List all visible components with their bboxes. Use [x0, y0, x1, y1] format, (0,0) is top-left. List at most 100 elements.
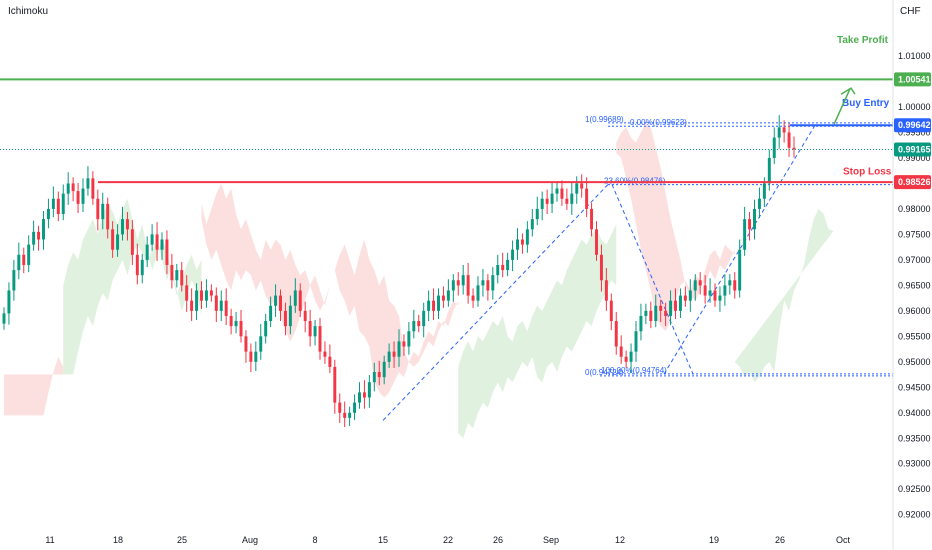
candle-body: [323, 351, 327, 357]
ichimoku-cloud: [4, 122, 834, 439]
fib-label: 1(0.99689): [585, 115, 624, 124]
candle-body: [446, 290, 450, 301]
candle-body: [767, 157, 771, 184]
candle-body: [639, 315, 643, 332]
candle-body: [239, 321, 243, 337]
candle-body: [367, 382, 371, 398]
candle-body: [165, 239, 169, 265]
take-profit-label: Take Profit: [837, 35, 889, 46]
candle-body: [362, 392, 366, 398]
candle-body: [520, 239, 524, 245]
arrow-head-icon: [840, 87, 856, 95]
candle-body: [412, 321, 416, 332]
candle-body: [140, 259, 144, 276]
candle-body: [703, 285, 707, 296]
candle-body: [37, 231, 41, 240]
x-tick-label: Sep: [543, 535, 559, 545]
candle-body: [61, 193, 65, 215]
candle-body: [693, 280, 697, 291]
candle-body: [91, 178, 95, 199]
candle-body: [328, 356, 332, 367]
x-tick-label: Oct: [836, 535, 851, 545]
candle-body: [609, 300, 613, 322]
y-tick-label: 0.93000: [898, 459, 931, 469]
candle-body: [392, 351, 396, 357]
x-tick-label: 12: [615, 535, 625, 545]
candle-body: [160, 239, 164, 250]
candle-body: [46, 208, 50, 220]
candle-body: [204, 290, 208, 301]
candle-body: [535, 208, 539, 220]
candle-body: [264, 321, 268, 337]
candle-body: [96, 198, 100, 220]
candle-body: [674, 300, 677, 311]
indicator-name: Ichimoku: [8, 6, 49, 17]
candle-body: [274, 295, 278, 306]
candle-body: [466, 275, 470, 296]
candle-body: [787, 132, 791, 148]
y-tick-label: 0.94500: [898, 382, 931, 392]
candle-body: [772, 137, 776, 158]
stop-loss-label: Stop Loss: [843, 166, 892, 177]
y-tick-label: 1.01000: [898, 51, 931, 61]
candle-body: [698, 280, 702, 286]
y-tick-label: 0.95500: [898, 331, 931, 341]
trend-line: [382, 184, 609, 421]
candle-body: [649, 310, 653, 322]
candle-body: [481, 280, 485, 286]
candle-body: [121, 219, 124, 235]
buy-entry-tag: [894, 118, 931, 133]
candle-body: [777, 127, 781, 138]
candles: [2, 115, 796, 428]
candle-body: [358, 392, 361, 403]
candle-body: [22, 254, 26, 265]
currency-label: CHF: [900, 6, 921, 17]
candle-body: [76, 191, 80, 204]
candle-body: [234, 321, 238, 327]
stop-loss-tag-text: 0.98526: [898, 177, 931, 187]
candle-body: [402, 341, 406, 347]
candle-body: [501, 264, 505, 271]
candle-body: [575, 183, 579, 194]
cloud-band: [4, 356, 64, 416]
price-levels: Take Profit Buy Entry Stop Loss: [0, 35, 893, 184]
stop-loss-tag: [894, 175, 931, 190]
candle-body: [200, 290, 203, 301]
candle-body: [718, 295, 722, 301]
x-tick-label: Aug: [242, 535, 258, 545]
candle-body: [224, 300, 228, 316]
candle-body: [111, 229, 115, 250]
candle-body: [708, 290, 712, 296]
candle-body: [244, 336, 248, 352]
fib-label: 100.00%(0.94764): [601, 366, 667, 375]
candle-body: [56, 198, 60, 215]
x-tick-label: 25: [177, 535, 187, 545]
candle-body: [560, 188, 564, 199]
candle-body: [372, 372, 376, 383]
candle-body: [614, 321, 618, 347]
candle-body: [417, 321, 421, 327]
candle-body: [728, 280, 732, 286]
y-tick-label: 0.96500: [898, 280, 931, 290]
candle-body: [476, 285, 480, 301]
candle-body: [269, 305, 273, 322]
candle-body: [333, 366, 337, 403]
last-price-tag-text: 0.99165: [898, 145, 931, 155]
candle-body: [570, 193, 574, 204]
cloud-band: [734, 208, 834, 383]
y-tick-label: 0.96000: [898, 306, 931, 316]
candle-body: [782, 127, 786, 133]
candle-body: [81, 188, 85, 204]
candle-body: [604, 280, 608, 301]
candle-body: [180, 270, 184, 286]
candle-body: [516, 239, 519, 250]
candle-body: [599, 254, 603, 281]
y-tick-label: 1.00000: [898, 102, 931, 112]
candle-body: [678, 295, 682, 311]
candle-body: [659, 305, 663, 311]
x-tick-label: 15: [378, 535, 388, 545]
candle-body: [254, 351, 258, 362]
candle-body: [32, 231, 36, 245]
candle-body: [313, 326, 317, 337]
candle-body: [580, 183, 584, 189]
